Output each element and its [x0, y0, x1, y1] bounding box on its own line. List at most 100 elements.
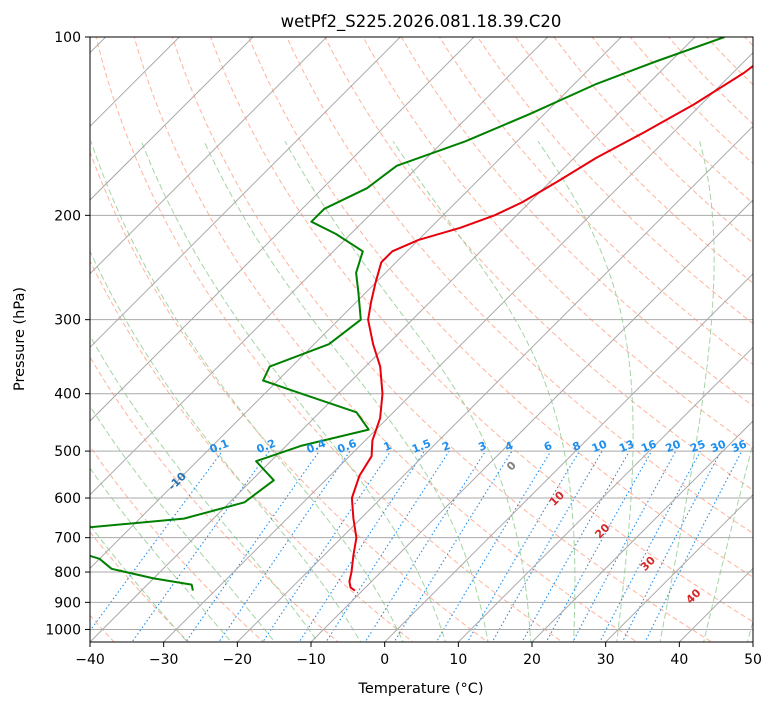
- mixing-ratio-label: 0.6: [336, 437, 359, 456]
- mixing-ratio-label: 30: [709, 437, 728, 455]
- isotherm-line: [90, 37, 254, 201]
- isotherm-line: [457, 346, 753, 642]
- dry-adiabat-line: [400, 37, 753, 407]
- mixing-ratio-label: 0.1: [208, 437, 231, 456]
- temperature-line: [348, 64, 753, 592]
- moist-adiabat-line: [203, 141, 489, 642]
- mixing-ratio-label: 25: [688, 438, 707, 456]
- y-tick-label: 1000: [45, 622, 81, 638]
- y-tick-label: 100: [54, 30, 81, 46]
- x-tick-label: 10: [449, 652, 467, 668]
- grid-lines: [90, 37, 753, 642]
- moist-adiabat-line: [537, 141, 634, 642]
- mixing-ratio-label: 4: [503, 439, 515, 454]
- mixing-ratio-label: 16: [639, 437, 658, 455]
- dry-adiabat-line: [248, 37, 753, 578]
- x-tick-label: −10: [296, 652, 326, 668]
- dry-adiabat-line: [90, 356, 340, 642]
- moist-adiabat-line: [90, 467, 232, 642]
- y-tick-label: 200: [54, 208, 81, 224]
- dry-adiabat-line: [591, 37, 753, 204]
- isotherm-line: [90, 37, 623, 570]
- x-axis: −40 −30 −20 −10 0 10 20 30 40 50: [75, 642, 762, 668]
- mixing-ratio-label: 0.2: [255, 437, 278, 456]
- mixing-ratio-line: [545, 450, 653, 642]
- moist-adiabat-line: [90, 405, 276, 642]
- moist-adiabat-line: [90, 141, 404, 642]
- dry-adiabat-line: [133, 37, 638, 642]
- isotherm-line: [90, 37, 475, 422]
- y-tick-label: 500: [54, 444, 81, 460]
- x-tick-label: −40: [75, 652, 105, 668]
- moist-adiabat-line: [90, 334, 319, 642]
- dry-adiabat-line: [324, 37, 753, 491]
- mixing-ratio-line: [262, 450, 392, 642]
- dewpoint-line: [90, 37, 725, 591]
- dry-adiabat-label: -30: [0, 374, 6, 397]
- mixing-ratio-label: 13: [617, 438, 636, 456]
- mixing-ratio-label: 6: [542, 439, 554, 454]
- mixing-ratio-line: [325, 450, 450, 642]
- isotherm-line: [162, 51, 753, 642]
- mixing-ratio-label: 20: [664, 437, 683, 455]
- isotherm-line: [236, 125, 753, 642]
- dry-adiabat-line: [515, 37, 753, 284]
- x-tick-label: 30: [597, 652, 615, 668]
- x-tick-label: −30: [149, 652, 179, 668]
- moist-adiabat-label: 10: [547, 488, 567, 508]
- moist-adiabat-line: [659, 141, 715, 642]
- x-tick-label: 50: [744, 652, 762, 668]
- dry-adiabat-line: [286, 37, 753, 534]
- moist-adiabat-label: 30: [638, 554, 658, 574]
- dry-adiabat-line: [362, 37, 753, 449]
- dry-adiabat-line: [95, 37, 564, 642]
- y-tick-label: 900: [54, 595, 81, 611]
- dry-adiabat-line: [553, 37, 753, 244]
- y-axis: 100 200 300 400 500 600 700 800 900 1000: [45, 30, 90, 638]
- dry-adiabat-line: [705, 37, 753, 86]
- ice-curve-line: [0, 24, 58, 654]
- moist-adiabat-line: [90, 250, 362, 642]
- plot-frame: [89, 36, 754, 643]
- dry-adiabat-line: [90, 150, 489, 642]
- dry-adiabat-line: [770, 24, 775, 654]
- x-tick-label: −20: [223, 652, 253, 668]
- moist-adiabat-line: [140, 141, 447, 642]
- mixing-ratio-label: 8: [571, 439, 583, 454]
- moist-adiabat-line: [90, 524, 188, 642]
- isotherm-line: [678, 567, 753, 642]
- mixing-ratio-line: [491, 450, 603, 642]
- moist-adiabat-label: 40: [683, 586, 703, 606]
- isotherm-line: [90, 37, 402, 349]
- dry-adiabat-line: [90, 259, 414, 642]
- y-tick-label: 600: [54, 491, 81, 507]
- dry-adiabat-line: [438, 37, 753, 366]
- mixing-ratio-label: 10: [590, 437, 609, 455]
- dry-adiabat-label: -20: [69, 421, 92, 444]
- isotherm-line: [90, 37, 696, 642]
- y-axis-title: Pressure (hPa): [12, 287, 28, 391]
- x-tick-label: 40: [670, 652, 688, 668]
- data-series: [90, 37, 753, 592]
- dry-adiabat-line: [744, 37, 753, 47]
- moist-adiabat-line: [284, 141, 532, 642]
- mixing-ratio-label: 3: [476, 439, 488, 454]
- mixing-ratio-label: 2: [440, 439, 452, 454]
- isotherm-line: [383, 272, 753, 642]
- line-labels: -100-90-80-70-60-50-40-30-20-100.10.20.4…: [0, 374, 749, 606]
- moist-adiabat-line: [703, 441, 753, 642]
- x-axis-title: Temperature (°C): [357, 681, 483, 697]
- mixing-ratio-line: [644, 450, 743, 642]
- dry-adiabat-line: [209, 37, 753, 623]
- y-tick-label: 400: [54, 387, 81, 403]
- mixing-ratio-label: 36: [730, 437, 749, 455]
- x-tick-label: 20: [523, 652, 541, 668]
- y-tick-label: 300: [54, 313, 81, 329]
- isotherm-line: [90, 37, 549, 496]
- mixing-ratio-line: [393, 450, 513, 642]
- dry-adiabat-line: [90, 531, 190, 642]
- isotherm-line: [531, 420, 753, 642]
- moist-adiabat-label: 0: [504, 458, 519, 473]
- isotherm-line: [310, 199, 753, 642]
